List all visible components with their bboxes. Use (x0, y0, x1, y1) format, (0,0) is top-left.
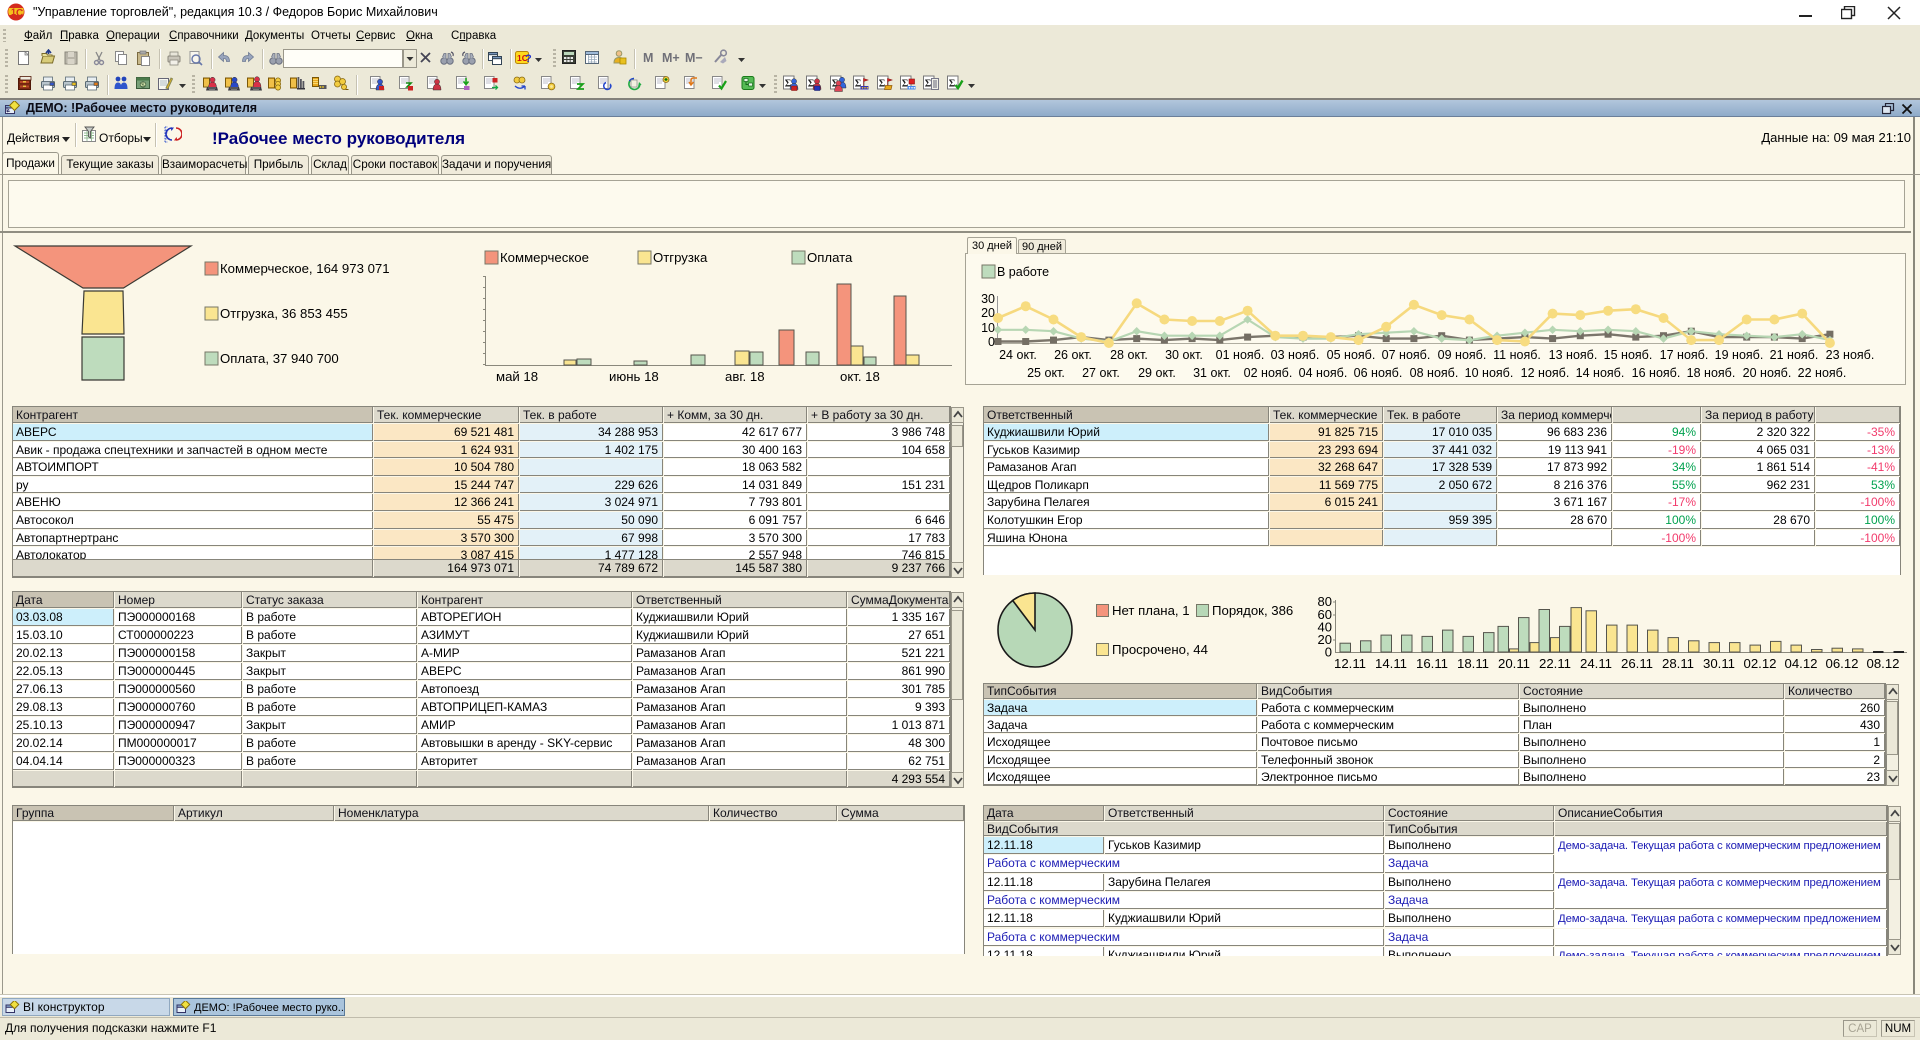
svg-text:0: 0 (1325, 645, 1332, 660)
svg-text:26.11: 26.11 (1621, 656, 1653, 671)
svg-text:?: ? (525, 53, 532, 65)
svg-text:Σ: Σ (808, 79, 815, 90)
svg-text:10 нояб.: 10 нояб. (1465, 366, 1514, 380)
svg-text:02.12: 02.12 (1743, 656, 1776, 671)
svg-text:Коммерческое: Коммерческое (500, 250, 589, 265)
svg-text:16 нояб.: 16 нояб. (1632, 366, 1681, 380)
svg-text:20: 20 (1318, 632, 1332, 647)
svg-text:04.12: 04.12 (1784, 656, 1817, 671)
svg-text:1: 1 (11, 7, 16, 17)
svg-text:14 нояб.: 14 нояб. (1576, 366, 1625, 380)
svg-text:16.11: 16.11 (1416, 656, 1448, 671)
svg-text:21 нояб.: 21 нояб. (1770, 348, 1819, 362)
svg-text:01 нояб.: 01 нояб. (1216, 348, 1265, 362)
svg-text:29 окт.: 29 окт. (1138, 366, 1176, 380)
svg-text:30: 30 (981, 292, 995, 306)
svg-text:Σ: Σ (902, 79, 909, 90)
svg-text:11 нояб.: 11 нояб. (1493, 348, 1541, 362)
svg-text:24 окт.: 24 окт. (999, 348, 1037, 362)
svg-text:1С: 1С (517, 53, 528, 63)
svg-text:Σ: Σ (855, 79, 862, 90)
svg-text:C: C (16, 8, 23, 19)
svg-text:80: 80 (1318, 594, 1332, 609)
svg-text:Σ: Σ (949, 79, 956, 90)
svg-text:Σ: Σ (832, 79, 839, 90)
svg-text:03 нояб.: 03 нояб. (1271, 348, 1320, 362)
svg-text:окт. 18: окт. 18 (840, 369, 880, 384)
svg-text:12 нояб.: 12 нояб. (1521, 366, 1570, 380)
svg-text:27 окт.: 27 окт. (1082, 366, 1120, 380)
svg-text:30.11: 30.11 (1703, 656, 1735, 671)
svg-text:июнь 18: июнь 18 (609, 369, 659, 384)
svg-text:02 нояб.: 02 нояб. (1244, 366, 1293, 380)
svg-text:20: 20 (981, 306, 995, 320)
svg-text:18 нояб.: 18 нояб. (1687, 366, 1736, 380)
svg-text:28.11: 28.11 (1662, 656, 1694, 671)
svg-text:22.11: 22.11 (1539, 656, 1571, 671)
svg-text:20 нояб.: 20 нояб. (1743, 366, 1792, 380)
svg-text:09 нояб.: 09 нояб. (1438, 348, 1487, 362)
svg-text:60: 60 (1318, 607, 1332, 622)
svg-text:22 нояб.: 22 нояб. (1798, 366, 1847, 380)
svg-text:24.11: 24.11 (1580, 656, 1612, 671)
svg-text:06 нояб.: 06 нояб. (1354, 366, 1403, 380)
svg-text:26 окт.: 26 окт. (1054, 348, 1092, 362)
svg-text:07 нояб.: 07 нояб. (1382, 348, 1431, 362)
svg-text:0: 0 (988, 335, 995, 349)
svg-text:Оплата, 37 940 700: Оплата, 37 940 700 (220, 351, 339, 366)
svg-text:08 нояб.: 08 нояб. (1410, 366, 1459, 380)
svg-text:Оплата: Оплата (807, 250, 853, 265)
svg-text:13 нояб.: 13 нояб. (1549, 348, 1598, 362)
svg-text:авг. 18: авг. 18 (725, 369, 765, 384)
svg-text:Σ: Σ (785, 79, 792, 90)
svg-text:08.12: 08.12 (1866, 656, 1899, 671)
svg-text:$: $ (141, 83, 145, 89)
svg-text:Σ: Σ (925, 79, 932, 90)
svg-text:10: 10 (981, 321, 995, 335)
svg-text:23 нояб.: 23 нояб. (1826, 348, 1875, 362)
svg-text:12.11: 12.11 (1334, 656, 1366, 671)
svg-text:06.12: 06.12 (1825, 656, 1858, 671)
svg-text:30 окт.: 30 окт. (1165, 348, 1203, 362)
svg-text:19 нояб.: 19 нояб. (1715, 348, 1764, 362)
svg-text:05 нояб.: 05 нояб. (1327, 348, 1376, 362)
svg-text:В работе: В работе (997, 265, 1049, 279)
svg-text:28 окт.: 28 окт. (1110, 348, 1148, 362)
svg-text:Отгрузка, 36 853 455: Отгрузка, 36 853 455 (220, 306, 348, 321)
svg-text:40: 40 (1318, 620, 1332, 635)
svg-text:18.11: 18.11 (1457, 656, 1489, 671)
svg-text:25 окт.: 25 окт. (1027, 366, 1065, 380)
svg-text:Коммерческое, 164 973 071: Коммерческое, 164 973 071 (220, 261, 390, 276)
svg-text:04 нояб.: 04 нояб. (1299, 366, 1348, 380)
svg-text:май 18: май 18 (496, 369, 538, 384)
svg-text:15 нояб.: 15 нояб. (1604, 348, 1653, 362)
svg-text:31 окт.: 31 окт. (1193, 366, 1231, 380)
svg-text:17 нояб.: 17 нояб. (1660, 348, 1709, 362)
svg-text:20.11: 20.11 (1498, 656, 1530, 671)
svg-text:14.11: 14.11 (1375, 656, 1407, 671)
svg-text:Σ: Σ (878, 79, 885, 90)
svg-text:Отгрузка: Отгрузка (653, 250, 708, 265)
